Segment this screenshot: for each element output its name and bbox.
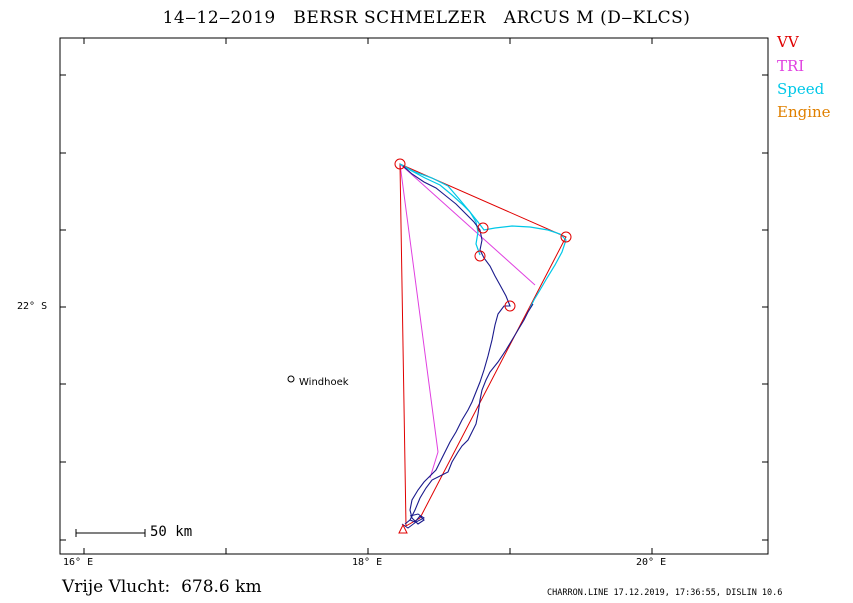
turnpoints xyxy=(394,158,572,312)
distance-label: Vrije Vlucht: 678.6 km xyxy=(62,577,262,597)
map-frame xyxy=(59,37,769,555)
start-marker xyxy=(398,523,408,534)
x-tick-label-16: 16° E xyxy=(63,557,94,568)
legend-tri: TRI xyxy=(777,57,804,75)
flight-track-2 xyxy=(409,303,534,521)
footer-info: CHARRON.LINE 17.12.2019, 17:36:55, DISLI… xyxy=(547,588,783,598)
city-marker xyxy=(287,375,295,383)
y-ticks xyxy=(60,74,768,541)
turnpoint-3 xyxy=(477,222,489,234)
speed-track-return xyxy=(399,163,481,256)
flight-track xyxy=(402,165,511,525)
legend-engine: Engine xyxy=(777,103,831,121)
x-ticks xyxy=(83,38,653,554)
scale-bar xyxy=(75,529,146,537)
city-label: Windhoek xyxy=(299,377,349,388)
x-tick-label-18: 18° E xyxy=(352,557,383,568)
turnpoint-4 xyxy=(474,250,486,262)
declared-route xyxy=(399,163,567,527)
legend-speed-label: Speed xyxy=(777,80,825,98)
turnpoint-1 xyxy=(394,158,406,170)
tri-route xyxy=(399,163,439,479)
legend-tri-label: TRI xyxy=(777,57,805,75)
turnpoint-2 xyxy=(560,231,572,243)
turnpoint-5 xyxy=(504,300,516,312)
legend-vv-label: VV xyxy=(777,33,799,51)
x-tick-label-20: 20° E xyxy=(636,557,667,568)
speed-track xyxy=(399,163,567,309)
legend-engine-label: Engine xyxy=(777,103,831,121)
y-tick-label-22s: 22° S xyxy=(17,301,48,312)
legend-speed: Speed xyxy=(777,80,824,98)
legend-vv: VV xyxy=(777,33,799,51)
tri-route-leg xyxy=(399,163,536,286)
scale-bar-label: 50 km xyxy=(150,524,193,540)
map-title: 14‒12‒2019 BERSR SCHMELZER ARCUS M (D‒KL… xyxy=(162,8,691,28)
flight-track-3 xyxy=(401,513,425,529)
